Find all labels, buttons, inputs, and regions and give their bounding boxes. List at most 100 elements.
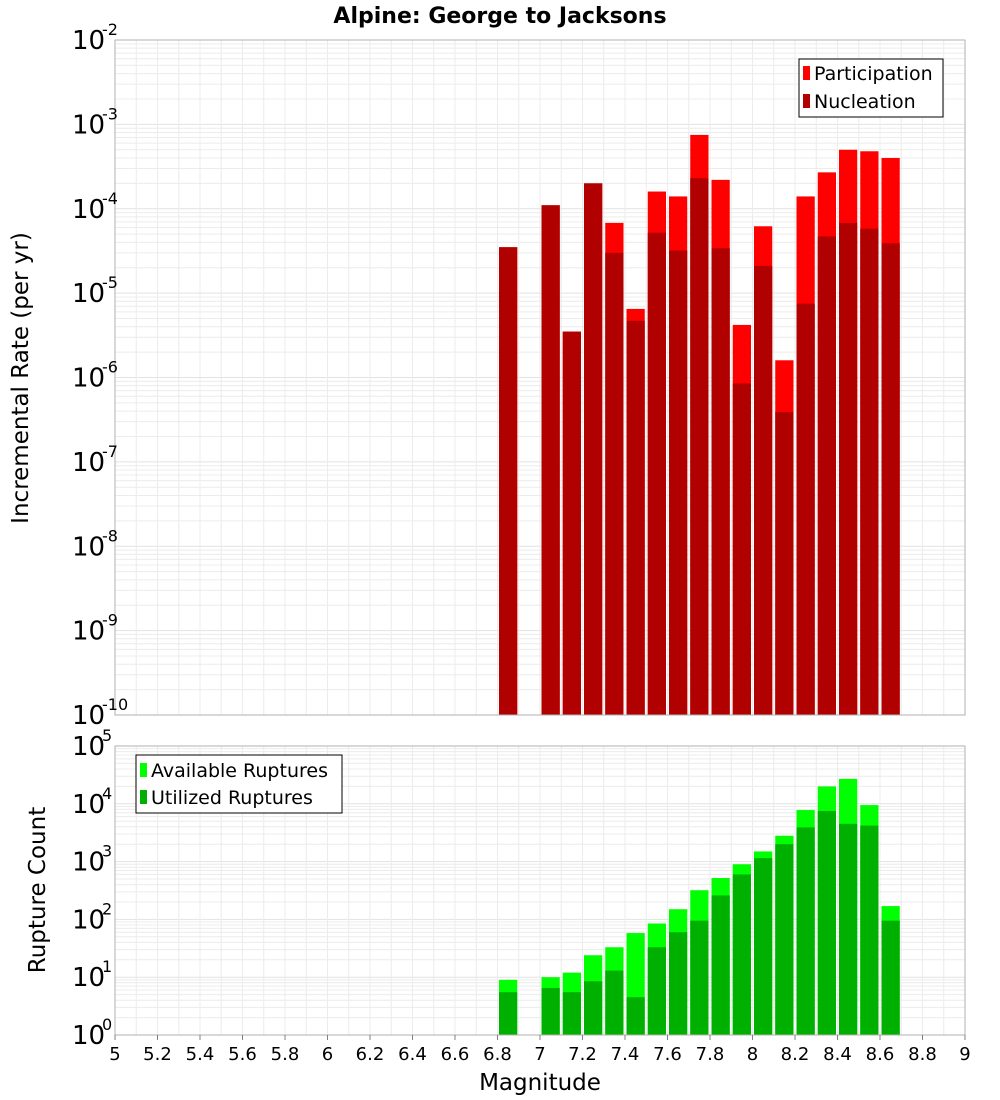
legend-label-utilized: Utilized Ruptures (151, 787, 313, 809)
count-legend-box (135, 754, 343, 814)
count-y-tick-exponent: 4 (102, 784, 112, 803)
rate-y-tick-label: 10 (72, 195, 105, 225)
x-tick-label: 7.8 (696, 1044, 725, 1065)
x-axis-label: Magnitude (479, 1070, 601, 1096)
rate-plot-frame (114, 39, 966, 716)
count-bar-utilized-ruptures (839, 823, 858, 1035)
rate-bar-nucleation (499, 247, 518, 716)
x-tick-label: 7.2 (568, 1044, 597, 1065)
rate-bar-nucleation (881, 243, 900, 716)
legend-label-nucleation: Nucleation (814, 91, 916, 113)
rate-bar-nucleation (817, 236, 836, 715)
x-tick-label: 9 (959, 1044, 970, 1065)
count-y-tick-label: 10 (72, 732, 105, 762)
x-tick-label: 6.8 (483, 1044, 512, 1065)
rate-bar-nucleation (541, 205, 560, 715)
count-bar-utilized-ruptures (732, 874, 751, 1035)
rate-bar-nucleation (669, 250, 688, 715)
rate-y-tick-exponent: -8 (102, 526, 118, 545)
x-tick-label: 8.4 (823, 1044, 852, 1065)
rate-bar-nucleation (711, 248, 730, 715)
count-y-tick-label: 10 (72, 963, 105, 993)
rate-bar-nucleation (626, 320, 645, 715)
rate-bar-nucleation (732, 383, 751, 715)
count-y-tick-label: 10 (72, 905, 105, 935)
legend-swatch-available (140, 763, 147, 777)
count-bar-utilized-ruptures (860, 825, 879, 1035)
count-y-axis-label: Rupture Count (25, 807, 51, 973)
legend-label-participation: Participation (814, 63, 933, 85)
x-tick-label: 8.2 (781, 1044, 810, 1065)
count-bar-utilized-ruptures (669, 932, 688, 1035)
rate-y-tick-label: 10 (72, 617, 105, 647)
x-tick-label: 5 (109, 1044, 120, 1065)
count-bar-utilized-ruptures (541, 988, 560, 1035)
rate-bar-nucleation (647, 232, 666, 715)
rate-y-tick-label: 10 (72, 279, 105, 309)
x-tick-label: 7.6 (653, 1044, 682, 1065)
count-bar-utilized-ruptures (711, 895, 730, 1035)
count-bar-utilized-ruptures (754, 858, 773, 1035)
x-tick-label: 5.8 (271, 1044, 300, 1065)
count-bar-utilized-ruptures (562, 992, 581, 1035)
count-bar-utilized-ruptures (775, 844, 794, 1035)
rate-bar-nucleation (605, 252, 624, 715)
count-bar-utilized-ruptures (647, 947, 666, 1035)
x-tick-label: 5.2 (143, 1044, 172, 1065)
rate-bars (499, 134, 900, 716)
rate-y-tick-exponent: -7 (102, 442, 118, 461)
count-bar-utilized-ruptures (626, 997, 645, 1035)
count-bar-utilized-ruptures (817, 811, 836, 1035)
rate-y-tick-label: 10 (72, 701, 105, 731)
rate-y-tick-exponent: -3 (102, 104, 118, 123)
count-y-tick-label: 10 (72, 1021, 105, 1051)
legend-swatch-participation (803, 66, 810, 80)
x-tick-label: 5.4 (186, 1044, 215, 1065)
x-tick-label: 6.4 (398, 1044, 427, 1065)
rate-y-tick-exponent: -6 (102, 358, 118, 377)
count-y-tick-label: 10 (72, 848, 105, 878)
count-y-tick-label: 10 (72, 790, 105, 820)
rate-bar-nucleation (562, 331, 581, 715)
rate-legend-box (798, 58, 944, 118)
rate-y-tick-exponent: -10 (102, 695, 128, 714)
count-x-ticks: 5 5.2 5.4 5.6 5.8 6 6.2 6.4 6.6 6.8 7 7.2 7.4 7.6 7.8 8… (109, 1035, 971, 1065)
count-bars (499, 778, 900, 1035)
rate-y-tick-label: 10 (72, 110, 105, 140)
rate-y-tick-exponent: -2 (102, 20, 118, 39)
rate-y-tick-label: 10 (72, 448, 105, 478)
rate-y-tick-label: 10 (72, 364, 105, 394)
rate-bar-nucleation (690, 178, 709, 715)
count-y-tick-exponent: 2 (102, 899, 112, 918)
count-bar-utilized-ruptures (605, 970, 624, 1035)
x-tick-label: 8.6 (866, 1044, 895, 1065)
rate-legend: Participation Nucleation (798, 58, 944, 118)
legend-swatch-utilized (140, 790, 147, 804)
x-tick-label: 6.2 (356, 1044, 385, 1065)
count-bar-utilized-ruptures (881, 920, 900, 1035)
rate-bar-nucleation (860, 228, 879, 716)
x-tick-label: 8.8 (908, 1044, 937, 1065)
rate-y-tick-label: 10 (72, 26, 105, 56)
chart-title: Alpine: George to Jacksons (333, 4, 666, 29)
rate-bar-nucleation (775, 412, 794, 715)
count-bar-utilized-ruptures (584, 981, 603, 1035)
count-y-tick-exponent: 5 (102, 726, 112, 745)
count-bar-utilized-ruptures (690, 920, 709, 1035)
rate-grid (114, 40, 966, 716)
x-tick-label: 6.6 (441, 1044, 470, 1065)
legend-label-available: Available Ruptures (151, 760, 328, 782)
count-y-tick-exponent: 1 (102, 957, 112, 976)
rate-y-tick-exponent: -5 (102, 273, 118, 292)
rate-bar-nucleation (796, 303, 815, 715)
x-tick-label: 7.4 (611, 1044, 640, 1065)
rate-y-tick-exponent: -9 (102, 611, 118, 630)
rate-bar-nucleation (584, 183, 603, 716)
count-y-tick-exponent: 0 (102, 1015, 112, 1034)
x-tick-label: 6 (322, 1044, 333, 1065)
rate-y-tick-label: 10 (72, 532, 105, 562)
count-legend: Available Ruptures Utilized Ruptures (135, 754, 343, 814)
